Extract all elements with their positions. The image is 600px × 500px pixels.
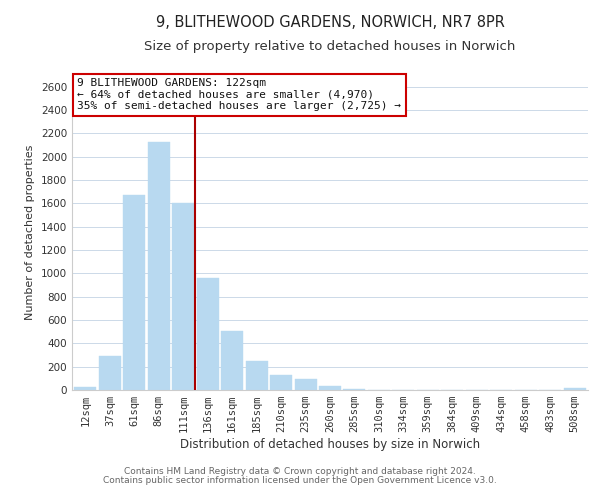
Bar [197, 278, 219, 390]
Bar [319, 386, 341, 390]
Text: Contains public sector information licensed under the Open Government Licence v3: Contains public sector information licen… [103, 476, 497, 485]
Bar [99, 356, 121, 390]
Bar [245, 361, 268, 390]
Bar [563, 388, 586, 390]
Bar [172, 204, 194, 390]
Text: 9 BLITHEWOOD GARDENS: 122sqm
← 64% of detached houses are smaller (4,970)
35% of: 9 BLITHEWOOD GARDENS: 122sqm ← 64% of de… [77, 78, 401, 112]
Text: 9, BLITHEWOOD GARDENS, NORWICH, NR7 8PR: 9, BLITHEWOOD GARDENS, NORWICH, NR7 8PR [155, 15, 505, 30]
Bar [124, 195, 145, 390]
Bar [221, 331, 243, 390]
Bar [295, 379, 317, 390]
Text: Size of property relative to detached houses in Norwich: Size of property relative to detached ho… [145, 40, 515, 53]
Y-axis label: Number of detached properties: Number of detached properties [25, 145, 35, 320]
Bar [148, 142, 170, 390]
Text: Contains HM Land Registry data © Crown copyright and database right 2024.: Contains HM Land Registry data © Crown c… [124, 467, 476, 476]
Bar [74, 387, 97, 390]
Bar [270, 376, 292, 390]
X-axis label: Distribution of detached houses by size in Norwich: Distribution of detached houses by size … [180, 438, 480, 451]
